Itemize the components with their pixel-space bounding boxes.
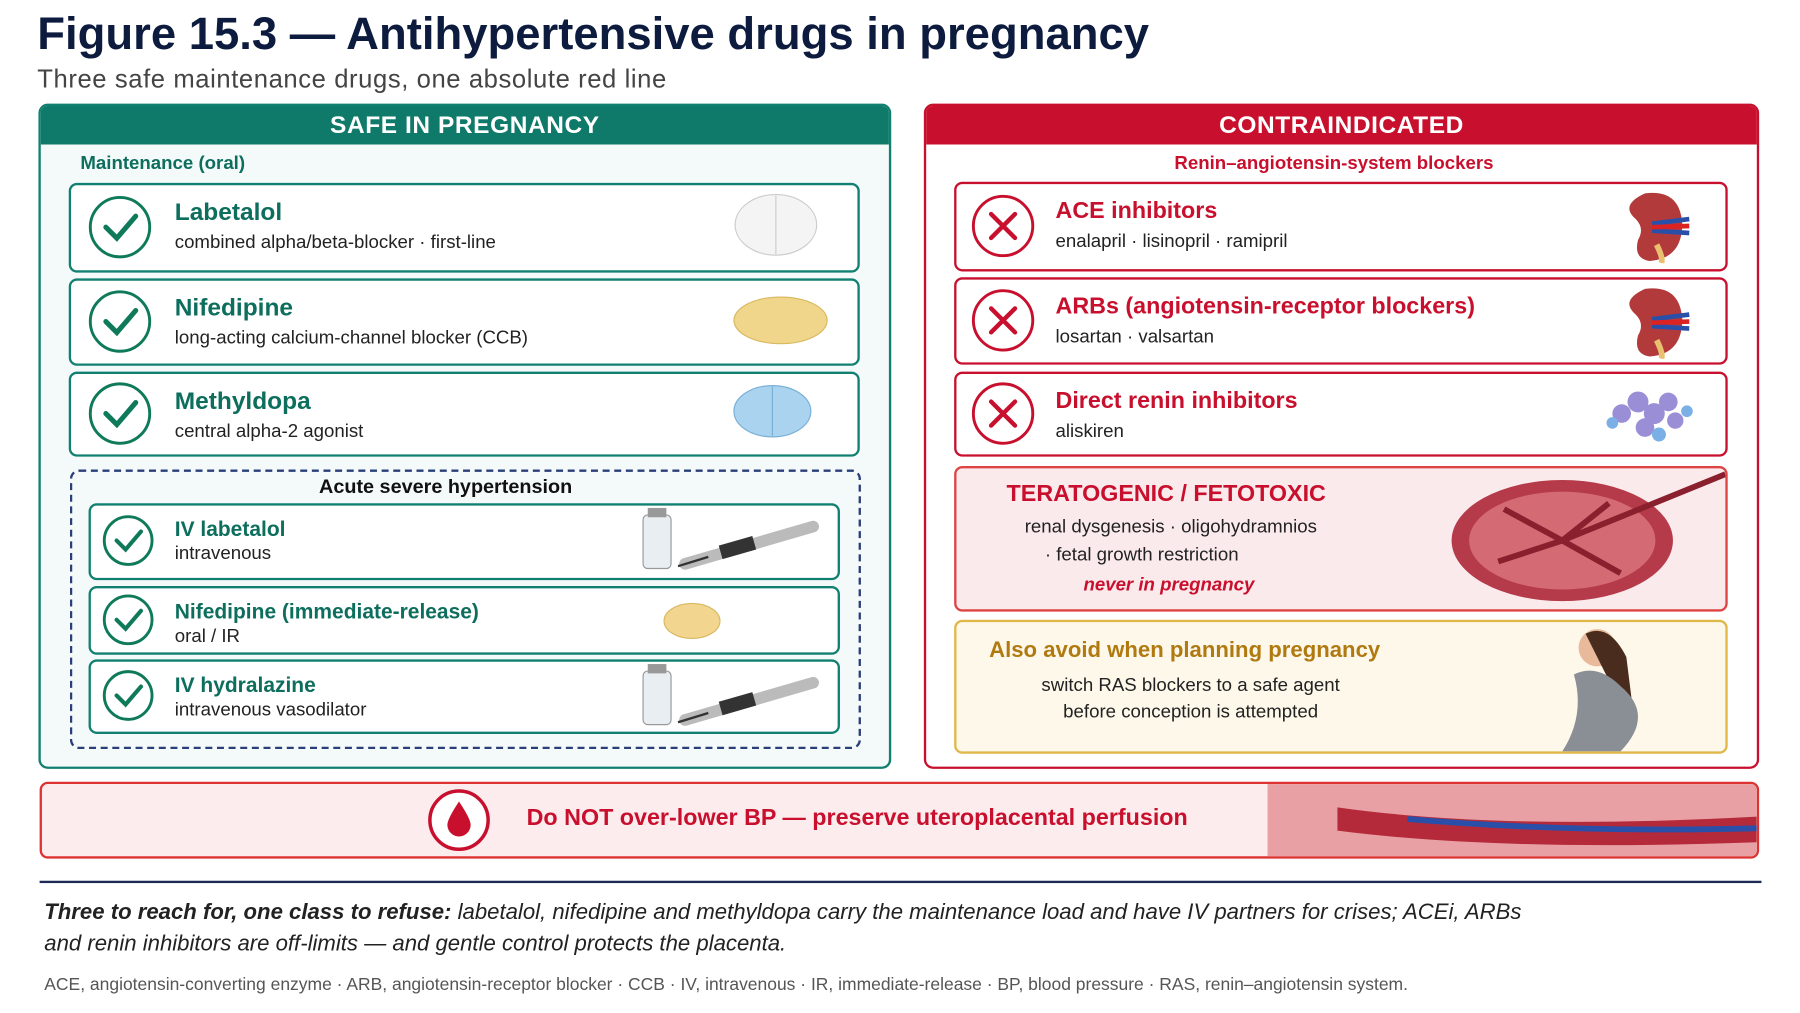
drug-name: Direct renin inhibitors xyxy=(1055,387,1298,414)
pill-illustration xyxy=(733,296,828,345)
teratogenic-note: never in pregnancy xyxy=(1083,575,1255,596)
drug-name: Nifedipine (immediate-release) xyxy=(174,599,479,624)
drug-card xyxy=(68,182,860,273)
syringe-illustration xyxy=(642,507,819,570)
kidney-illustration xyxy=(1629,288,1690,359)
drug-name: IV labetalol xyxy=(174,517,286,541)
drug-desc: long-acting calcium-channel blocker (CCB… xyxy=(174,328,529,349)
check-icon xyxy=(102,515,154,566)
drug-desc: combined alpha/beta-blocker · first-line xyxy=(174,233,496,253)
vessel-illustration xyxy=(1267,784,1757,857)
drug-card xyxy=(88,503,840,581)
drug-card xyxy=(68,278,860,366)
drug-name: ACE inhibitors xyxy=(1055,198,1218,224)
summary: Three to reach for, one class to refuse:… xyxy=(44,897,1524,960)
planning-box xyxy=(954,619,1728,754)
divider xyxy=(39,880,1762,884)
planning-line: switch RAS blockers to a safe agent xyxy=(1041,675,1340,696)
planning-line: before conception is attempted xyxy=(1063,702,1319,723)
pill-illustration xyxy=(733,385,812,438)
teratogenic-line: · fetal growth restriction xyxy=(1044,545,1239,566)
drug-name: Labetalol xyxy=(174,199,283,227)
acute-label: Acute severe hypertension xyxy=(319,475,573,498)
drug-card xyxy=(954,371,1728,457)
drug-name: Nifedipine xyxy=(174,294,294,322)
drug-name: ARBs (angiotensin-receptor blockers) xyxy=(1055,293,1475,320)
placenta-illustration xyxy=(1451,471,1726,602)
check-icon xyxy=(102,670,154,721)
teratogenic-line: renal dysgenesis · oligohydramnios xyxy=(1024,517,1317,538)
banner-text: Do NOT over-lower BP — preserve uteropla… xyxy=(526,805,1188,831)
summary-text: labetalol, nifedipine and methyldopa car… xyxy=(44,900,1522,957)
contra-heading: CONTRAINDICATED xyxy=(926,106,1757,145)
drug-card xyxy=(68,371,860,457)
drop-icon xyxy=(428,789,490,852)
summary-lead: Three to reach for, one class to refuse: xyxy=(44,900,452,926)
title: Figure 15.3 — Antihypertensive drugs in … xyxy=(37,9,1150,60)
check-icon xyxy=(88,381,152,445)
maintenance-label: Maintenance (oral) xyxy=(80,153,246,174)
pill-illustration xyxy=(734,193,818,256)
safe-heading: SAFE IN PREGNANCY xyxy=(40,106,889,145)
pill-illustration xyxy=(663,602,721,640)
drug-card xyxy=(88,659,840,734)
drug-name: Methyldopa xyxy=(174,387,311,415)
drug-desc: aliskiren xyxy=(1055,421,1124,442)
teratogenic-title: TERATOGENIC / FETOTOXIC xyxy=(1006,481,1326,507)
planning-title: Also avoid when planning pregnancy xyxy=(989,638,1381,663)
drug-desc: losartan · valsartan xyxy=(1055,327,1215,348)
banner xyxy=(39,781,1760,859)
kidney-illustration xyxy=(1629,192,1690,264)
teratogenic-box xyxy=(954,466,1728,612)
drug-desc: intravenous xyxy=(174,544,272,564)
abbreviations: ACE, angiotensin-converting enzyme · ARB… xyxy=(44,975,1408,995)
drug-desc: central alpha-2 agonist xyxy=(174,421,364,442)
acute-box xyxy=(69,469,861,750)
syringe-illustration xyxy=(642,664,819,726)
cross-icon xyxy=(971,381,1035,445)
contra-subheading: Renin–angiotensin-system blockers xyxy=(1174,153,1494,174)
drug-name: IV hydralazine xyxy=(174,673,316,697)
pregnant-woman-illustration xyxy=(1562,629,1638,752)
check-icon xyxy=(88,195,152,258)
drug-desc: oral / IR xyxy=(174,626,241,647)
molecule-illustration xyxy=(1606,391,1693,442)
cross-icon xyxy=(971,288,1035,351)
check-icon xyxy=(102,593,154,645)
check-icon xyxy=(88,289,152,353)
drug-desc: enalapril · lisinopril · ramipril xyxy=(1055,231,1288,252)
drug-desc: intravenous vasodilator xyxy=(174,700,367,720)
cross-icon xyxy=(971,194,1035,257)
subtitle: Three safe maintenance drugs, one absolu… xyxy=(37,64,667,94)
drug-card xyxy=(954,181,1728,272)
drug-card xyxy=(954,277,1728,365)
